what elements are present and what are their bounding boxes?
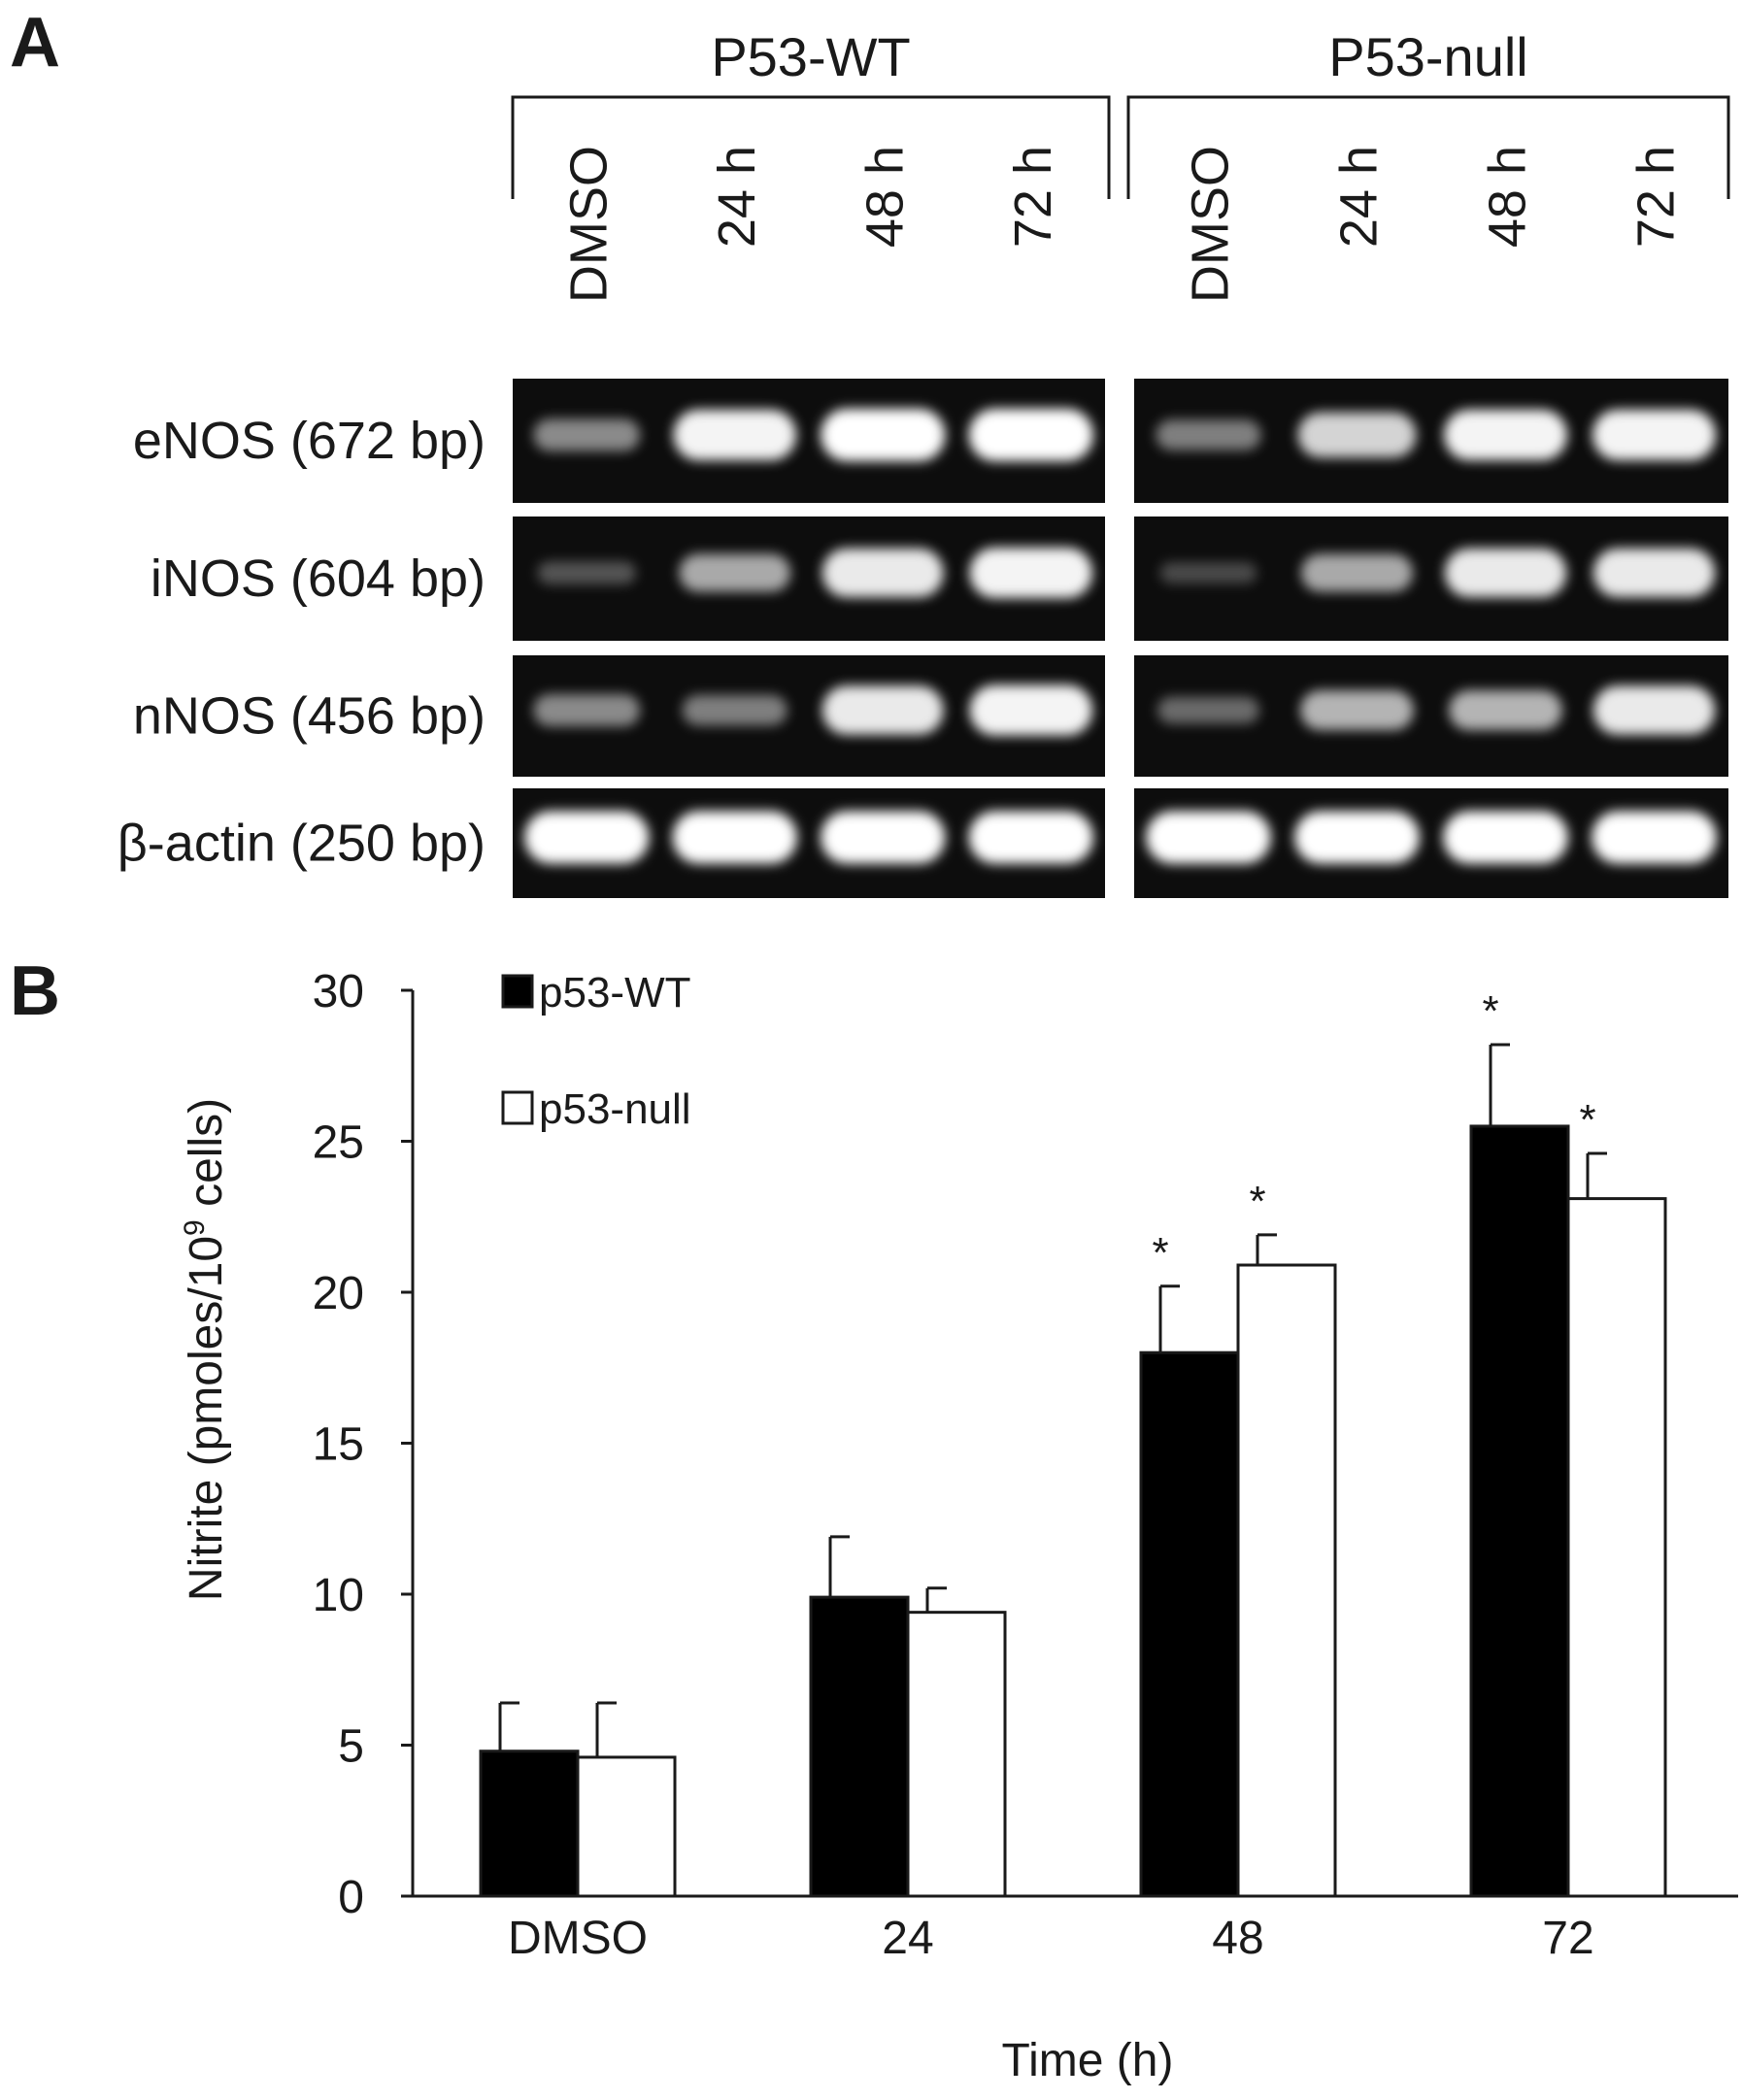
gel-band [821, 685, 944, 735]
gene-label: eNOS (672 bp) [133, 412, 486, 470]
panel-b-letter: B [10, 952, 60, 1030]
legend-label: p53-WT [539, 969, 690, 1017]
gel-band [673, 409, 796, 461]
bar-p53-null [1236, 1263, 1337, 1898]
gel-lane-label: 24 h [708, 146, 766, 248]
gel-lane-label: DMSO [559, 146, 618, 303]
gel-band [1443, 811, 1568, 864]
x-axis: DMSO 24 48 72 [413, 1894, 1738, 1964]
gene-label: nNOS (456 bp) [133, 687, 486, 746]
bar-p53-wt [1469, 1124, 1570, 1898]
gene-labels: eNOS (672 bp) iNOS (604 bp) nNOS (456 bp) β… [117, 412, 486, 873]
gel-group-bracket [1126, 95, 1730, 199]
gel-band [533, 693, 641, 727]
gel-band [1592, 685, 1716, 735]
x-tick-label: 48 [1212, 1913, 1263, 1964]
gel-band [537, 561, 636, 584]
gel-boxes [513, 379, 1728, 898]
gel-band [672, 811, 797, 864]
gel-lane-label: 72 h [1004, 146, 1062, 248]
gel-band [1300, 553, 1414, 592]
significance-marker: * [1482, 987, 1498, 1035]
y-axis: 0 5 10 15 20 25 30 [313, 966, 415, 1923]
gel-band [1146, 811, 1271, 864]
gel-group-title: P53-null [1328, 26, 1527, 87]
gel-band [821, 548, 944, 598]
bars: * * * * [479, 987, 1667, 1898]
gel-band [1444, 548, 1567, 598]
gel-band [1592, 548, 1716, 598]
gel-lane-label: 48 h [1479, 146, 1537, 248]
gel-lane-label: 24 h [1330, 146, 1389, 248]
significance-marker: * [1579, 1096, 1595, 1144]
gel-band [1592, 811, 1717, 864]
gel-band [969, 684, 1092, 736]
legend-label: p53-null [539, 1085, 691, 1133]
bar-p53-null [576, 1755, 677, 1898]
x-tick-label: 24 [882, 1913, 933, 1964]
bar-p53-wt [1139, 1350, 1240, 1898]
gel-lane-label: 72 h [1627, 146, 1686, 248]
y-axis-label-sup: 9 [179, 1219, 211, 1236]
legend: p53-WT p53-null [501, 969, 691, 1133]
gel-band [533, 418, 641, 451]
gel-lane-label: 48 h [855, 146, 914, 248]
gene-label: β-actin (250 bp) [117, 815, 486, 873]
gel-band [1297, 412, 1417, 458]
gel-band [1449, 690, 1562, 730]
gel-band [1157, 696, 1259, 724]
gel-lane-label: DMSO [1182, 146, 1240, 303]
gel-band [821, 811, 946, 864]
legend-swatch [501, 974, 534, 1009]
gel-groups: P53-WT DMSO 24 h 48 h 72 h P53-null DMSO 24 h 48… [511, 26, 1730, 303]
gel-band [679, 553, 791, 592]
gel-band [969, 547, 1092, 599]
y-tick-label: 5 [338, 1721, 364, 1773]
y-axis-label: Nitrite (pmoles/109 cells) [179, 1098, 232, 1601]
y-axis-label-main: Nitrite (pmoles/10 [181, 1236, 232, 1601]
gel-band [1592, 409, 1716, 461]
x-tick-label: DMSO [508, 1913, 648, 1964]
y-tick-label: 30 [313, 966, 364, 1017]
y-tick-label: 0 [338, 1872, 364, 1923]
y-tick-label: 25 [313, 1117, 364, 1169]
legend-swatch [501, 1090, 534, 1125]
significance-marker: * [1152, 1229, 1168, 1277]
gel-band [682, 694, 788, 726]
gel-band [1300, 690, 1414, 730]
gel-band [1156, 419, 1261, 450]
y-axis-label-tail: cells) [181, 1098, 232, 1219]
gel-band [968, 409, 1093, 461]
x-axis-label: Time (h) [1002, 2035, 1174, 2086]
y-tick-label: 10 [313, 1570, 364, 1621]
bar-p53-null [1566, 1197, 1667, 1898]
significance-marker: * [1249, 1178, 1265, 1225]
gel-group-title: P53-WT [711, 26, 910, 87]
bar-p53-wt [479, 1750, 580, 1898]
gel-band [968, 811, 1093, 864]
gel-band [1159, 562, 1257, 583]
gel-band [1294, 811, 1420, 864]
x-tick-label: 72 [1542, 1913, 1593, 1964]
y-tick-label: 15 [313, 1419, 364, 1471]
gel-band [1444, 409, 1567, 461]
gel-panel: A P53-WT DMSO 24 h 48 h 72 h P53-null DMSO 24 h… [10, 4, 1730, 898]
bar-p53-wt [809, 1595, 910, 1898]
gel-band [821, 409, 946, 461]
gel-band [524, 811, 650, 864]
gel-group-bracket [511, 95, 1111, 199]
bar-p53-null [906, 1611, 1007, 1898]
y-tick-label: 20 [313, 1268, 364, 1319]
gene-label: iNOS (604 bp) [151, 550, 486, 608]
panel-a-letter: A [10, 4, 60, 82]
